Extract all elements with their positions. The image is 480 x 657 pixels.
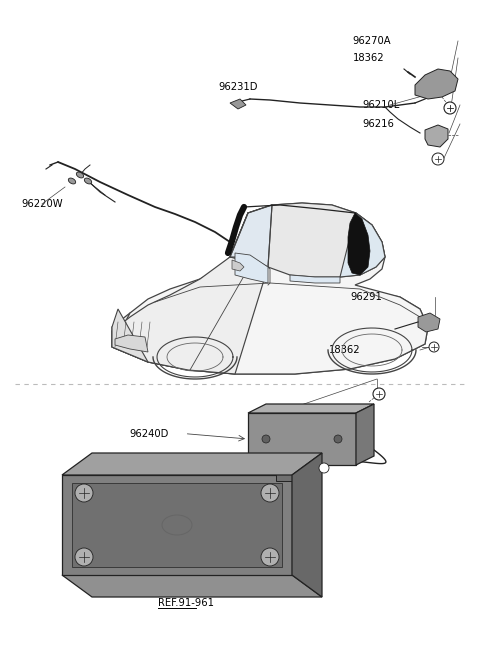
Polygon shape xyxy=(232,260,244,271)
Polygon shape xyxy=(235,253,268,283)
Text: 96216: 96216 xyxy=(362,118,394,129)
Text: 84777D: 84777D xyxy=(271,410,311,420)
Polygon shape xyxy=(112,285,428,374)
Polygon shape xyxy=(112,257,268,374)
FancyBboxPatch shape xyxy=(248,413,356,465)
Polygon shape xyxy=(415,69,458,99)
Circle shape xyxy=(261,548,279,566)
Circle shape xyxy=(75,548,93,566)
Text: 96210L: 96210L xyxy=(362,100,400,110)
Polygon shape xyxy=(112,203,428,374)
Polygon shape xyxy=(62,453,322,475)
Polygon shape xyxy=(348,213,370,275)
Circle shape xyxy=(444,102,456,114)
Circle shape xyxy=(429,342,439,352)
Text: 96231D: 96231D xyxy=(218,81,258,92)
FancyBboxPatch shape xyxy=(72,483,282,567)
FancyBboxPatch shape xyxy=(276,465,316,481)
Polygon shape xyxy=(112,309,148,362)
Polygon shape xyxy=(230,205,272,267)
Ellipse shape xyxy=(76,172,84,178)
Polygon shape xyxy=(62,575,322,597)
Circle shape xyxy=(319,463,329,473)
Text: 96220W: 96220W xyxy=(22,198,63,209)
Ellipse shape xyxy=(68,178,76,184)
FancyBboxPatch shape xyxy=(62,475,292,575)
Polygon shape xyxy=(290,275,340,283)
Polygon shape xyxy=(230,203,385,277)
Text: 96291: 96291 xyxy=(350,292,382,302)
Ellipse shape xyxy=(84,178,92,184)
Circle shape xyxy=(373,388,385,400)
Polygon shape xyxy=(418,313,440,332)
Text: REF.91-961: REF.91-961 xyxy=(158,598,215,608)
Text: 96270A: 96270A xyxy=(353,35,391,46)
Text: 18362: 18362 xyxy=(353,53,384,63)
Polygon shape xyxy=(340,213,385,277)
Polygon shape xyxy=(292,453,322,597)
Polygon shape xyxy=(115,335,148,352)
Polygon shape xyxy=(248,404,374,413)
Circle shape xyxy=(75,484,93,502)
Polygon shape xyxy=(356,404,374,465)
Text: 18362: 18362 xyxy=(329,344,360,355)
Polygon shape xyxy=(230,99,246,109)
Text: 96240D: 96240D xyxy=(130,428,169,439)
Circle shape xyxy=(262,435,270,443)
Circle shape xyxy=(261,484,279,502)
Circle shape xyxy=(334,435,342,443)
Polygon shape xyxy=(425,125,448,147)
Circle shape xyxy=(432,153,444,165)
